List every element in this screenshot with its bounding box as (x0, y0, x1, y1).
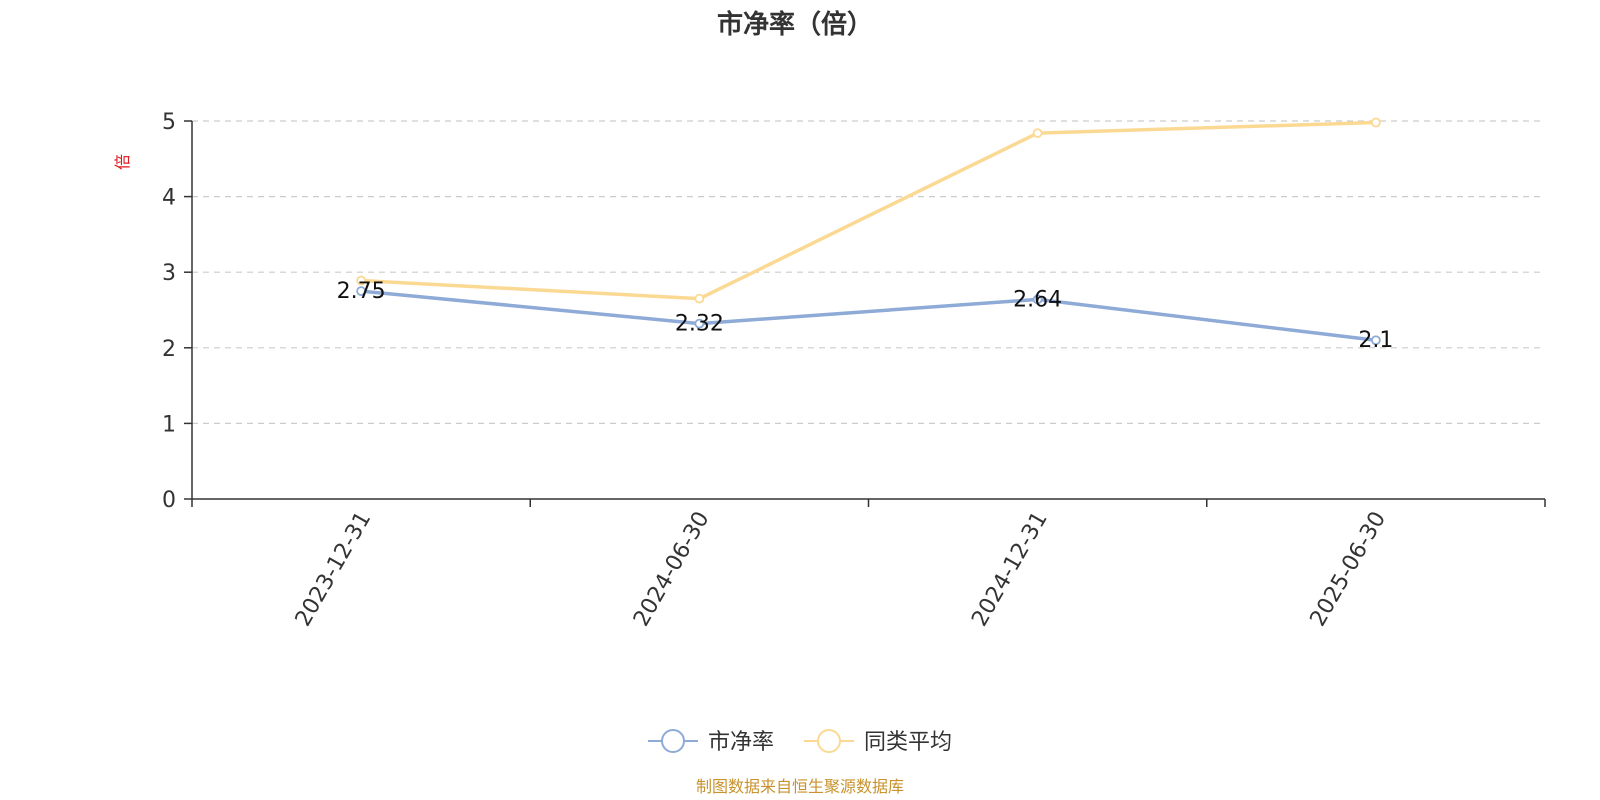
data-point (694, 318, 705, 329)
x-tick-label: 2023-12-31 (291, 508, 377, 631)
y-tick-label: 5 (162, 110, 176, 135)
x-tick-label: 2024-12-31 (967, 508, 1053, 631)
y-tick-label: 2 (162, 337, 176, 362)
series-line (360, 289, 1377, 342)
y-tick-label: 0 (162, 488, 176, 513)
gridlines (192, 120, 1545, 424)
data-point (1032, 128, 1043, 138)
axes: 0 1 2 3 4 5 2023-12-31 2024-06-30 2024-12-31 2025… (162, 110, 1546, 631)
legend-label: 市净率 (708, 730, 774, 755)
legend-marker (817, 729, 841, 753)
legend-item[interactable]: 同类平均 (804, 729, 952, 755)
data-point (694, 293, 705, 304)
chart-title: 市净率（倍） (717, 9, 873, 40)
y-tick-label: 4 (162, 186, 176, 211)
legend-item[interactable]: 市净率 (648, 729, 774, 755)
source-note: 制图数据来自恒生聚源数据库 (696, 777, 904, 796)
data-point (356, 286, 367, 297)
legend[interactable]: 市净率 同类平均 (648, 729, 952, 755)
data-point (356, 275, 367, 286)
data-labels: 2.75 2.32 2.64 2.1 (337, 279, 1394, 353)
x-tick-label: 2025-06-30 (1305, 508, 1391, 631)
data-point (1370, 335, 1381, 346)
data-label: 2.32 (675, 312, 724, 337)
series-line (361, 120, 1376, 301)
data-label: 2.1 (1358, 328, 1393, 353)
y-tick-label: 1 (162, 412, 176, 437)
y-axis-label: 倍 (113, 154, 132, 170)
data-point (1032, 294, 1043, 305)
legend-marker (661, 729, 685, 753)
data-label: 2.75 (337, 279, 386, 304)
y-tick-label: 3 (162, 261, 176, 286)
series-lines (356, 117, 1381, 346)
legend-label: 同类平均 (864, 730, 952, 755)
data-label: 2.64 (1013, 287, 1062, 312)
x-tick-label: 2024-06-30 (629, 508, 715, 631)
data-point (1370, 117, 1381, 128)
